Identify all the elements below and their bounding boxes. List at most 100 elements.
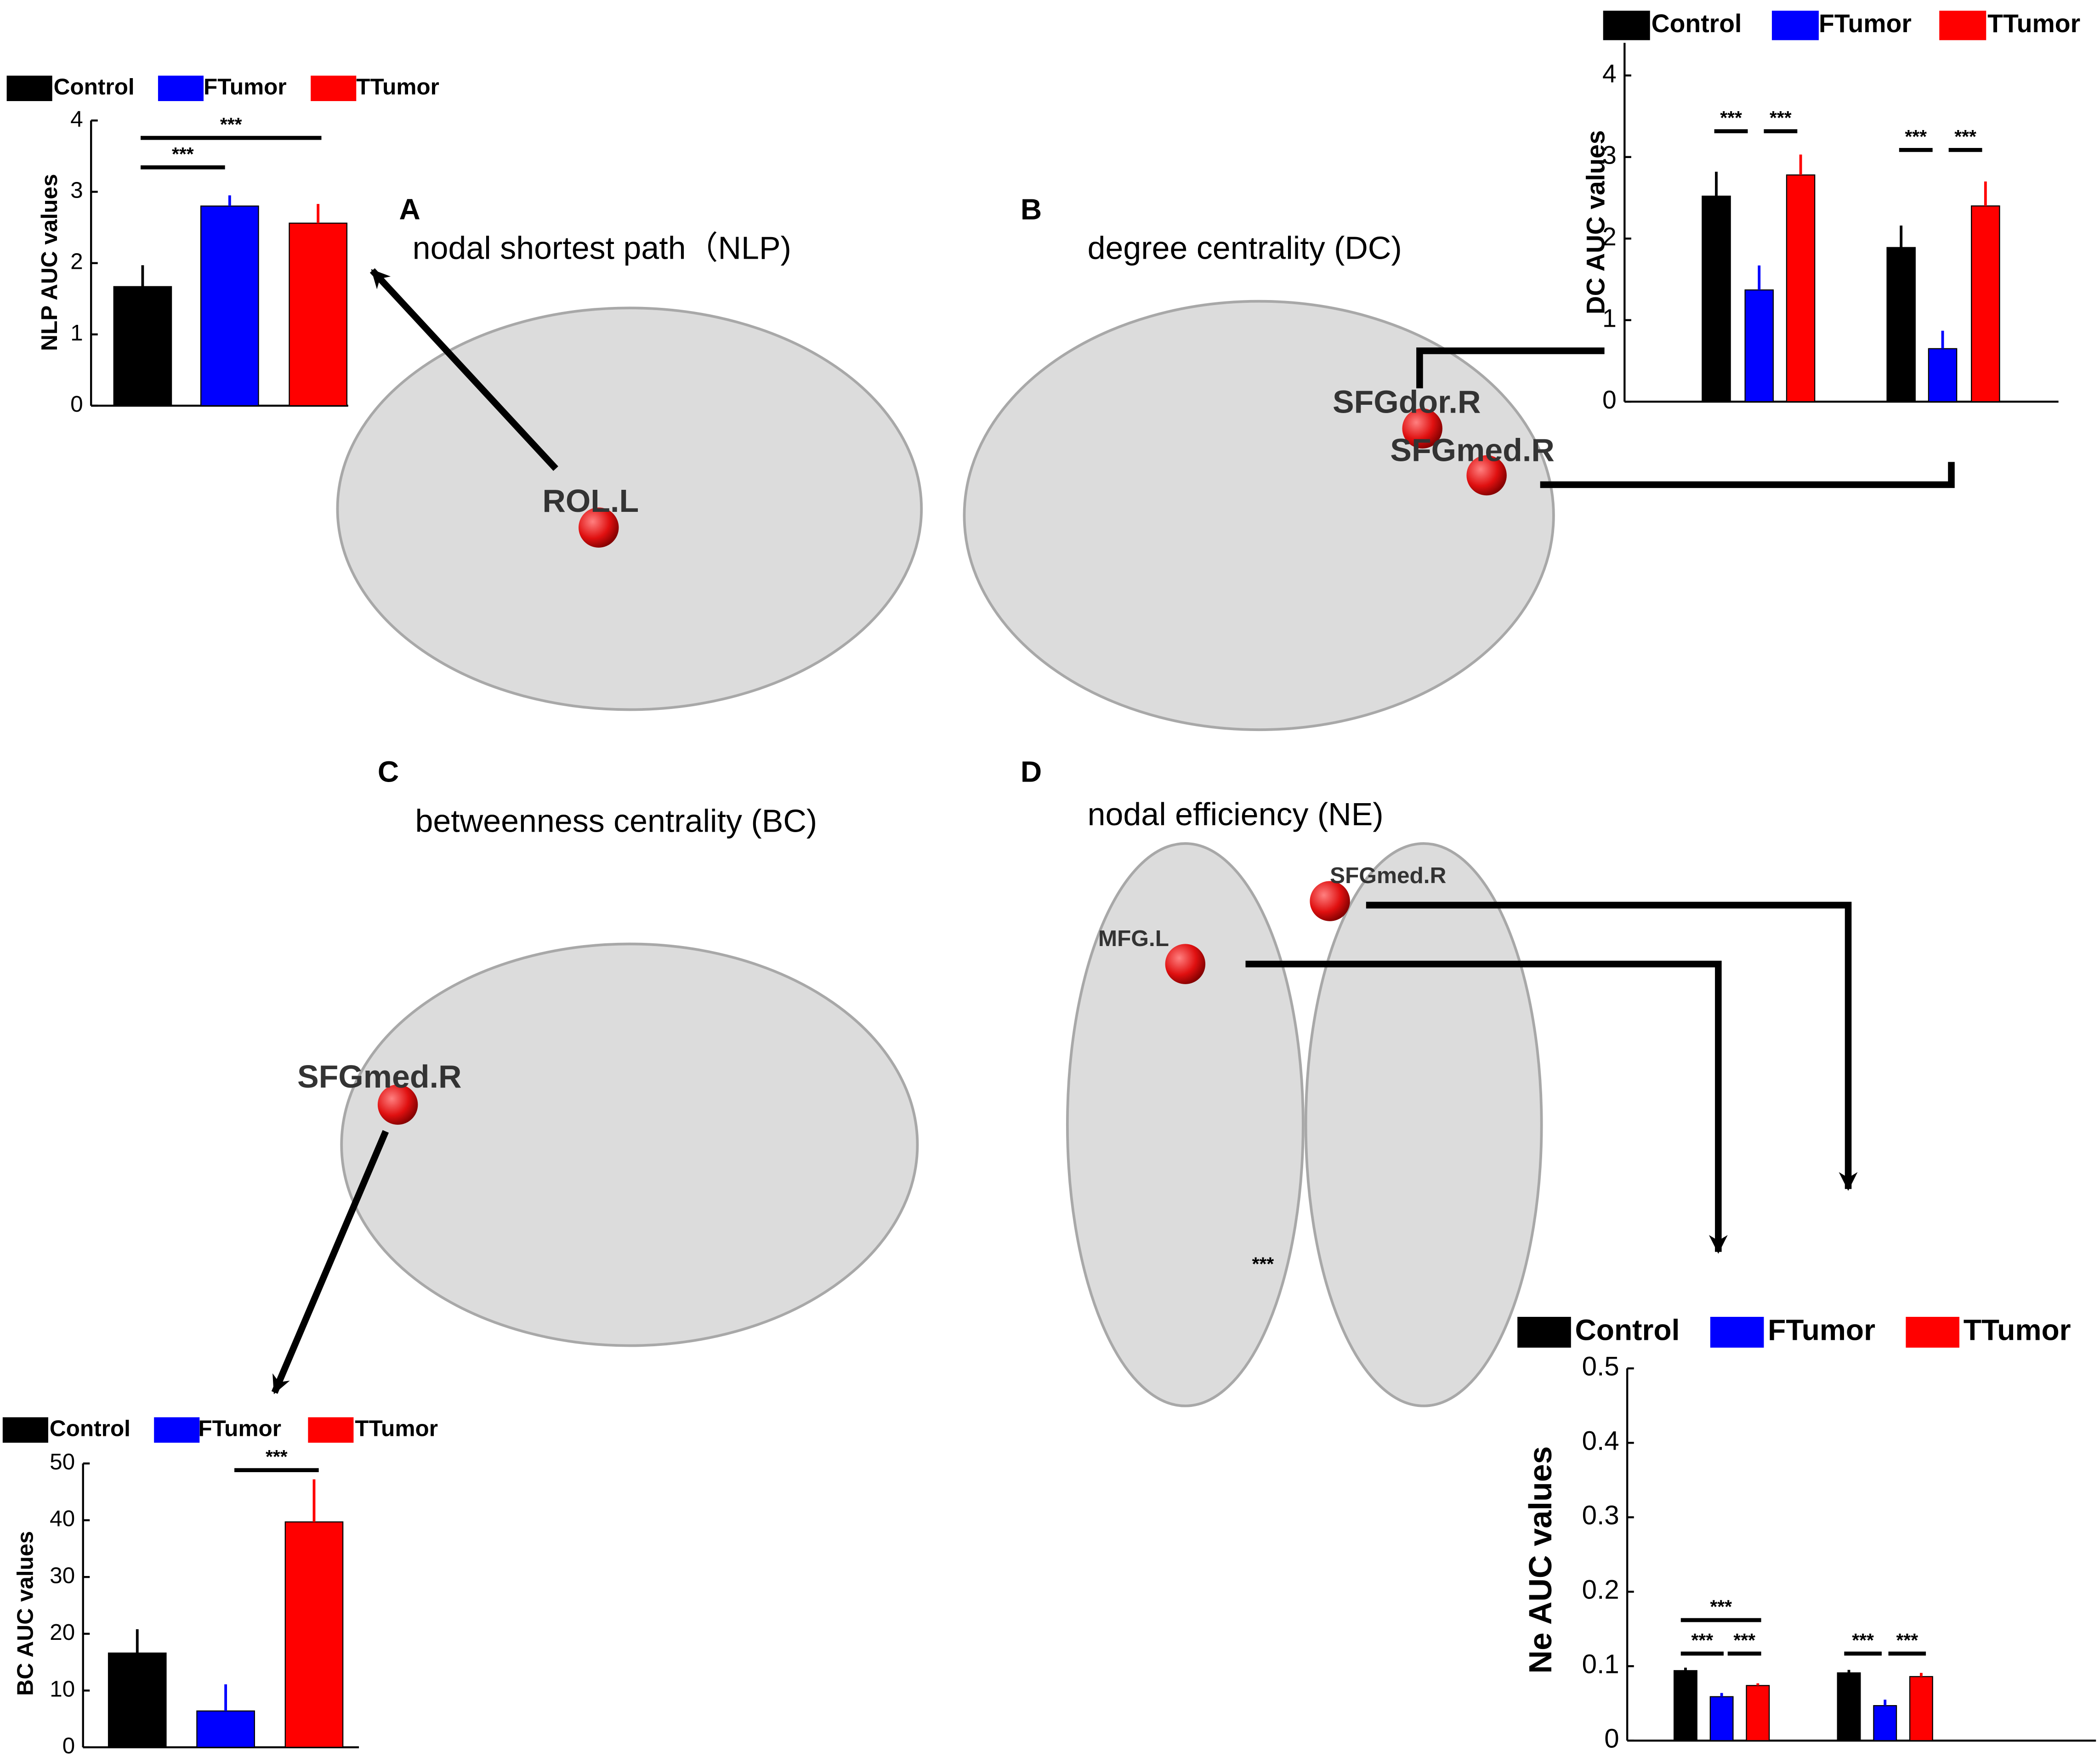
- region-label: SFGmed.R: [297, 1059, 462, 1094]
- bar: [1702, 195, 1731, 402]
- bar: [1674, 1670, 1697, 1741]
- note: ***: [1252, 1253, 1274, 1275]
- y-tick-label: 4: [70, 106, 83, 131]
- y-tick-label: 0.3: [1582, 1501, 1619, 1531]
- y-tick-label: 0: [1604, 1724, 1619, 1754]
- y-tick-label: 0: [62, 1733, 75, 1758]
- bar: [1909, 1676, 1933, 1741]
- region-label: ROL.L: [542, 483, 639, 519]
- legend-label: Control: [1575, 1313, 1680, 1346]
- bar: [1886, 247, 1916, 402]
- y-tick-label: 0.2: [1582, 1575, 1619, 1605]
- legend-swatch: [158, 75, 204, 102]
- legend-label: FTumor: [1819, 9, 1912, 38]
- region-label: SFGmed.R: [1390, 432, 1555, 468]
- y-axis-label: Ne AUC values: [1522, 1446, 1558, 1673]
- significance-label: ***: [1710, 1596, 1732, 1617]
- significance-label: ***: [172, 143, 194, 164]
- bar: [113, 286, 172, 407]
- bar: [1786, 174, 1816, 402]
- y-tick-label: 3: [70, 178, 83, 203]
- legend-label: FTumor: [198, 1416, 281, 1441]
- region-label: MFG.L: [1098, 926, 1169, 951]
- y-tick-label: 2: [1602, 222, 1617, 251]
- panel-letter: C: [378, 755, 399, 788]
- bar: [108, 1652, 167, 1748]
- legend-label: FTumor: [204, 74, 287, 99]
- panel-title: nodal efficiency (NE): [1088, 796, 1384, 832]
- panel-letter: B: [1021, 193, 1042, 226]
- legend-swatch: [2, 1417, 48, 1443]
- bar: [1873, 1705, 1897, 1741]
- region-node: [377, 1084, 418, 1125]
- legend-swatch: [154, 1417, 200, 1443]
- y-tick-label: 0.1: [1582, 1650, 1619, 1679]
- bar: [289, 222, 348, 407]
- y-tick-label: 1: [70, 320, 83, 346]
- y-tick-label: 40: [50, 1506, 75, 1531]
- region-node: [1466, 455, 1507, 496]
- bar: [200, 205, 259, 407]
- brains: [336, 300, 1555, 1407]
- legend-label: FTumor: [1768, 1313, 1875, 1346]
- bar: [196, 1710, 255, 1748]
- bar: [1971, 205, 2000, 402]
- panel-title: betweenness centrality (BC): [415, 803, 817, 839]
- y-tick-label: 30: [50, 1563, 75, 1588]
- bar: [284, 1521, 344, 1748]
- y-tick-label: 0: [70, 391, 83, 417]
- bar: [1928, 348, 1958, 402]
- panel-letter: D: [1021, 755, 1042, 788]
- significance-label: ***: [1954, 126, 1976, 147]
- y-tick-label: 20: [50, 1620, 75, 1645]
- y-tick-label: 3: [1602, 141, 1617, 169]
- legend-swatch: [1710, 1316, 1764, 1348]
- legend-swatch: [1517, 1316, 1571, 1348]
- legend-label: Control: [1652, 9, 1742, 38]
- legend-swatch: [6, 75, 52, 102]
- panel-title: degree centrality (DC): [1088, 230, 1402, 266]
- y-axis-label: DC AUC values: [1582, 130, 1610, 314]
- region-node: [579, 507, 619, 548]
- legend-label: TTumor: [1987, 9, 2080, 38]
- y-tick-label: 2: [70, 249, 83, 274]
- y-tick-label: 10: [50, 1676, 75, 1701]
- significance-label: ***: [1896, 1629, 1918, 1650]
- legend-swatch: [1906, 1316, 1959, 1348]
- significance-label: ***: [1905, 126, 1927, 147]
- y-axis-label: BC AUC values: [12, 1531, 38, 1696]
- region-node: [1402, 408, 1442, 449]
- legend-swatch: [1939, 11, 1986, 40]
- significance-label: ***: [1770, 107, 1792, 128]
- panel-title: nodal shortest path（NLP): [413, 230, 791, 266]
- connectors: [271, 268, 1955, 1395]
- region-label: SFGmed.R: [1330, 863, 1446, 888]
- bar: [1744, 289, 1774, 402]
- y-tick-label: 0.4: [1582, 1426, 1619, 1456]
- y-tick-label: 50: [50, 1449, 75, 1474]
- y-tick-label: 4: [1602, 59, 1617, 88]
- bar: [1709, 1696, 1734, 1741]
- significance-label: ***: [266, 1446, 288, 1467]
- legend-label: TTumor: [1964, 1313, 2071, 1346]
- significance-label: ***: [220, 114, 242, 135]
- significance-label: ***: [1733, 1629, 1755, 1650]
- panel-letter: A: [399, 193, 420, 226]
- y-tick-label: 0: [1602, 385, 1617, 414]
- significance-label: ***: [1720, 107, 1742, 128]
- legend-label: TTumor: [356, 74, 439, 99]
- legend-swatch: [311, 75, 357, 102]
- y-tick-label: 0.5: [1582, 1352, 1619, 1382]
- significance-label: ***: [1691, 1629, 1714, 1650]
- legend-swatch: [1771, 11, 1819, 40]
- legend-label: TTumor: [355, 1416, 438, 1441]
- legend-label: Control: [50, 1416, 131, 1441]
- region-node: [1310, 881, 1350, 921]
- legend-label: Control: [54, 74, 135, 99]
- bar: [1746, 1685, 1770, 1741]
- legend-swatch: [308, 1417, 354, 1443]
- bar: [1837, 1672, 1861, 1741]
- y-tick-label: 1: [1602, 304, 1617, 332]
- significance-label: ***: [1852, 1629, 1874, 1650]
